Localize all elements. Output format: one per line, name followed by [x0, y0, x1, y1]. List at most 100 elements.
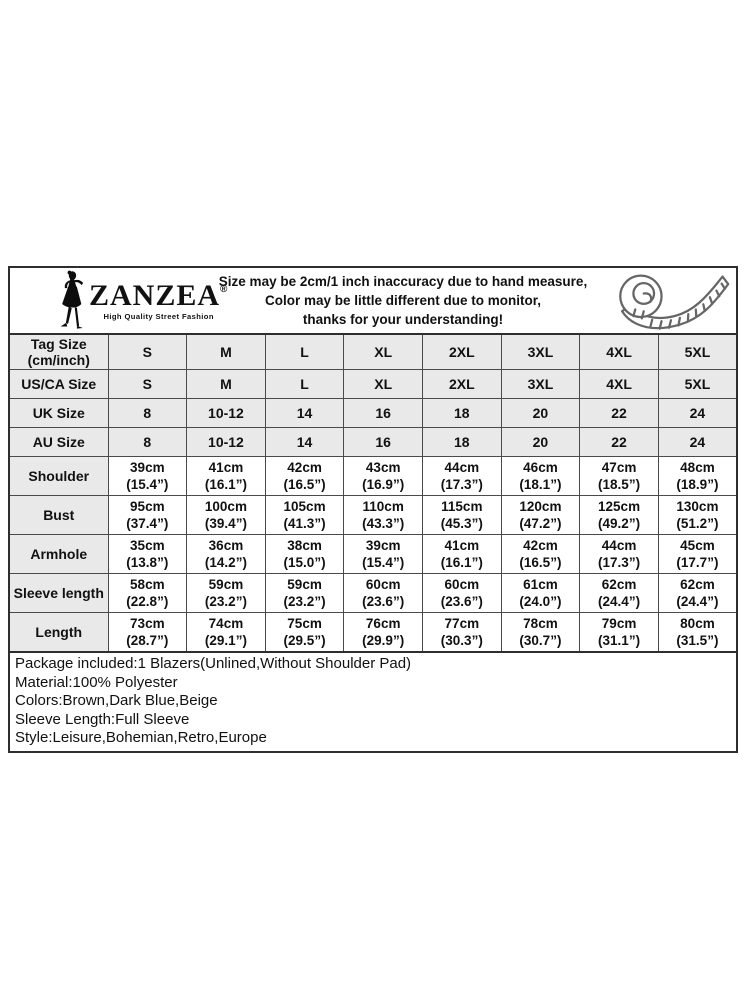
measure-cm: 38cm — [287, 538, 322, 553]
measure-cm: 46cm — [523, 460, 558, 475]
measure-cell: 62cm (24.4”) — [657, 573, 738, 613]
brand-logo: ZANZEA® High Quality Street Fashion — [10, 270, 227, 332]
measure-row: Sleeve length 58cm (22.8”) 59cm (23.2”) 59cm (… — [8, 573, 738, 613]
size-cell: XL — [343, 369, 423, 399]
size-cell: 5XL — [657, 369, 738, 399]
disclaimer-text: Size may be 2cm/1 inch inaccuracy due to… — [206, 272, 604, 329]
size-cell: 3XL — [500, 333, 581, 370]
measure-cell: 62cm (24.4”) — [579, 573, 659, 613]
size-cell: 10-12 — [186, 427, 266, 457]
measure-cm: 47cm — [601, 460, 637, 475]
measure-inch: (30.3”) — [440, 633, 483, 648]
measure-cm: 77cm — [444, 616, 480, 631]
measure-row: Shoulder 39cm (15.4”) 41cm (16.1”) 42cm (16.5”… — [8, 456, 738, 496]
measure-cell: 46cm (18.1”) — [500, 456, 581, 496]
row-label: Tag Size (cm/inch) — [8, 333, 109, 370]
measure-cm: 75cm — [287, 616, 322, 631]
measure-inch: (23.2”) — [283, 594, 326, 609]
measure-cell: 41cm (16.1”) — [186, 456, 266, 496]
measure-inch: (15.0”) — [283, 555, 326, 570]
row-label-line: UK Size — [32, 405, 85, 421]
measure-cm: 60cm — [365, 577, 401, 592]
registered-mark: ® — [220, 283, 229, 295]
measure-inch: (51.2”) — [676, 516, 719, 531]
size-row: AU Size 8 10-12 14 16 18 20 22 24 — [8, 427, 738, 457]
row-label: Bust — [8, 495, 109, 535]
size-cell: 14 — [264, 427, 345, 457]
measure-cm: 125cm — [598, 499, 641, 514]
measure-cm: 61cm — [523, 577, 558, 592]
measure-inch: (18.9”) — [676, 477, 719, 492]
measure-cell: 39cm (15.4”) — [107, 456, 188, 496]
measure-cell: 74cm (29.1”) — [186, 612, 266, 653]
measure-cm: 36cm — [208, 538, 244, 553]
measure-inch: (31.1”) — [598, 633, 641, 648]
row-label-line: AU Size — [32, 434, 85, 450]
measure-cm: 79cm — [601, 616, 637, 631]
measure-inch: (16.5”) — [519, 555, 562, 570]
measure-cell: 80cm (31.5”) — [657, 612, 738, 653]
size-chart-container: ZANZEA® High Quality Street Fashion Size… — [8, 266, 738, 753]
measure-inch: (15.4”) — [362, 555, 405, 570]
size-cell: 4XL — [579, 333, 659, 370]
size-cell: 22 — [579, 398, 659, 428]
brand-tagline: High Quality Street Fashion — [103, 311, 214, 321]
measure-inch: (30.7”) — [519, 633, 562, 648]
measure-inch: (37.4”) — [126, 516, 169, 531]
measure-cell: 42cm (16.5”) — [264, 456, 345, 496]
row-label: UK Size — [8, 398, 109, 428]
measure-cell: 105cm (41.3”) — [264, 495, 345, 535]
row-label: AU Size — [8, 427, 109, 457]
measure-cm: 39cm — [365, 538, 401, 553]
measure-cell: 120cm (47.2”) — [500, 495, 581, 535]
measure-inch: (17.3”) — [598, 555, 641, 570]
measure-inch: (18.5”) — [598, 477, 641, 492]
row-label: Sleeve length — [8, 573, 109, 613]
brand-logo-text: ZANZEA® High Quality Street Fashion — [89, 280, 229, 321]
measure-cell: 44cm (17.3”) — [422, 456, 502, 496]
fashion-woman-icon — [60, 270, 84, 329]
measure-cm: 115cm — [441, 499, 483, 514]
measure-cm: 76cm — [365, 616, 401, 631]
measure-inch: (14.2”) — [204, 555, 247, 570]
size-cell: 20 — [500, 398, 581, 428]
size-cell: M — [186, 369, 266, 399]
size-cell: 24 — [657, 398, 738, 428]
detail-line: Material:100% Polyester — [15, 673, 178, 691]
measure-cell: 77cm (30.3”) — [422, 612, 502, 653]
measure-inch: (22.8”) — [126, 594, 169, 609]
measure-cm: 105cm — [283, 499, 326, 514]
measure-inch: (43.3”) — [362, 516, 405, 531]
detail-line: Style:Leisure,Bohemian,Retro,Europe — [15, 729, 267, 747]
measure-inch: (23.6”) — [440, 594, 483, 609]
measure-cm: 110cm — [362, 499, 404, 514]
size-cell: 10-12 — [186, 398, 266, 428]
size-cell: 18 — [422, 427, 502, 457]
size-cell: S — [107, 333, 188, 370]
size-cell: 16 — [343, 427, 423, 457]
size-cell: 2XL — [422, 369, 502, 399]
size-cell: 3XL — [500, 369, 581, 399]
measure-cm: 59cm — [287, 577, 322, 592]
measure-inch: (23.6”) — [362, 594, 405, 609]
measure-cm: 43cm — [365, 460, 401, 475]
measure-inch: (39.4”) — [204, 516, 247, 531]
tape-measure-icon — [604, 270, 736, 332]
measure-cell: 48cm (18.9”) — [657, 456, 738, 496]
size-cell: 4XL — [579, 369, 659, 399]
measure-cm: 62cm — [601, 577, 637, 592]
measure-cm: 41cm — [208, 460, 244, 475]
measure-inch: (41.3”) — [283, 516, 326, 531]
measure-cell: 125cm (49.2”) — [579, 495, 659, 535]
measure-cell: 43cm (16.9”) — [343, 456, 423, 496]
measure-cell: 42cm (16.5”) — [500, 534, 581, 574]
measure-cell: 47cm (18.5”) — [579, 456, 659, 496]
row-label: US/CA Size — [8, 369, 109, 399]
measure-inch: (15.4”) — [126, 477, 169, 492]
measure-inch: (45.3”) — [440, 516, 483, 531]
measure-inch: (29.9”) — [362, 633, 405, 648]
measure-cell: 38cm (15.0”) — [264, 534, 345, 574]
row-label: Length — [8, 612, 109, 653]
measure-cell: 79cm (31.1”) — [579, 612, 659, 653]
measure-inch: (49.2”) — [598, 516, 641, 531]
